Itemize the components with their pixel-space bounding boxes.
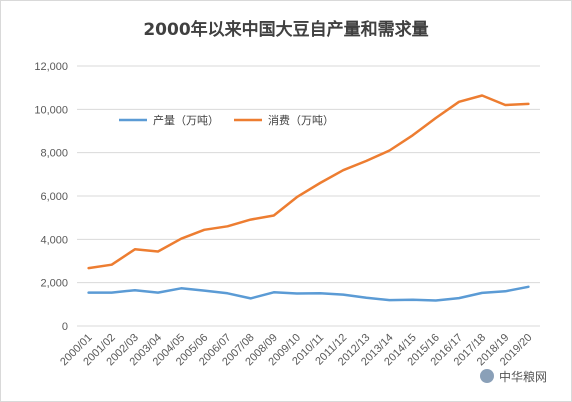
series-layer	[87, 94, 530, 302]
y-tick-label: 0	[62, 321, 68, 333]
y-tick-label: 8,000	[40, 148, 68, 160]
legend: 产量（万吨） 消费（万吨）	[119, 113, 334, 127]
legend-label: 消费（万吨）	[268, 113, 334, 127]
watermark-logo-icon	[480, 369, 494, 383]
y-tick-label: 10,000	[34, 104, 68, 116]
series-line-1	[87, 285, 530, 302]
y-tick-label: 2,000	[40, 278, 68, 290]
y-axis-ticks: 0 2,000 4,000 6,000 8,000 10,000 12,000	[34, 61, 68, 333]
grid-layer	[77, 65, 540, 327]
watermark: 中华粮网	[480, 369, 547, 384]
legend-label: 产量（万吨）	[153, 113, 219, 127]
y-tick-label: 4,000	[40, 234, 68, 246]
y-tick-label: 12,000	[34, 61, 68, 73]
chart-title: 2000年以来中国大豆自产量和需求量	[143, 19, 428, 40]
y-tick-label: 6,000	[40, 191, 68, 203]
series-line-2	[87, 94, 530, 270]
watermark-text: 中华粮网	[499, 369, 547, 384]
